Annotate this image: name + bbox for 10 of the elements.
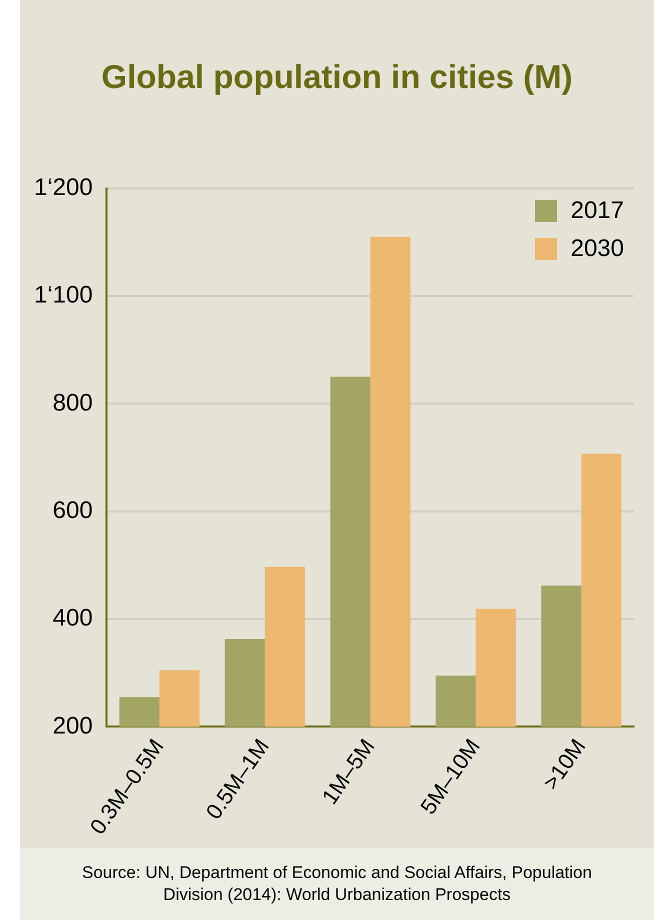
source-note: Source: UN, Department of Economic and Social Affairs, Population Division (2014): World Urbanization Prospects xyxy=(20,848,654,920)
y-tick-label: 200 xyxy=(52,712,93,740)
y-tick-label: 1‘100 xyxy=(34,282,93,309)
y-tick-label: 800 xyxy=(52,389,93,416)
chart-title: Global population in cities (M) xyxy=(100,58,574,96)
legend-label: 2030 xyxy=(570,234,624,264)
y-tick-label: 400 xyxy=(52,604,93,632)
y-tick-label: 600 xyxy=(52,497,93,524)
legend-label: 2017 xyxy=(570,196,624,226)
y-tick-label: 1‘200 xyxy=(34,174,93,202)
